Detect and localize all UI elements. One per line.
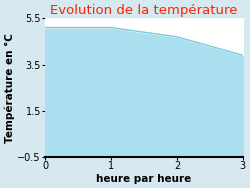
Title: Evolution de la température: Evolution de la température (50, 4, 238, 17)
X-axis label: heure par heure: heure par heure (96, 174, 192, 184)
Y-axis label: Température en °C: Température en °C (4, 33, 15, 143)
